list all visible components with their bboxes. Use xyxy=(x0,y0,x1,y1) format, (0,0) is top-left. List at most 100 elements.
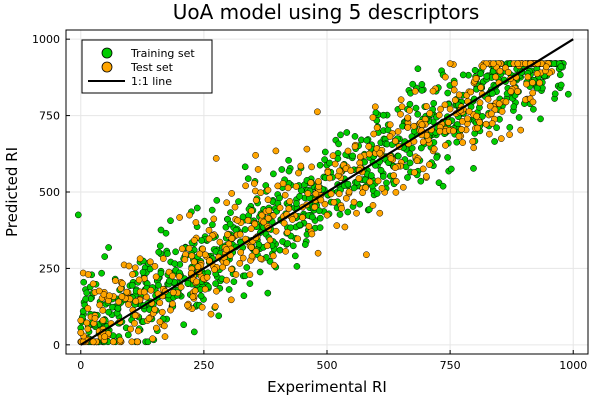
test-point xyxy=(109,338,117,346)
test-point xyxy=(489,60,497,67)
training-point xyxy=(406,159,414,167)
test-point xyxy=(497,135,505,142)
test-point xyxy=(533,70,541,78)
test-point xyxy=(507,88,515,95)
training-point xyxy=(335,140,342,148)
test-point xyxy=(129,271,136,278)
training-point xyxy=(373,190,381,197)
test-point xyxy=(272,147,280,155)
test-point xyxy=(250,180,258,187)
test-point xyxy=(484,95,492,103)
test-point xyxy=(498,108,506,115)
test-point xyxy=(398,103,406,111)
training-point xyxy=(208,206,216,214)
test-point xyxy=(84,305,92,312)
test-point xyxy=(149,335,156,343)
training-point xyxy=(510,103,518,111)
x-axis: 0 250 500 750 1000 xyxy=(77,350,587,372)
test-point xyxy=(397,96,405,104)
training-point xyxy=(256,268,264,276)
training-point xyxy=(285,156,292,164)
test-point xyxy=(324,168,332,176)
test-point xyxy=(426,161,433,168)
training-point xyxy=(453,138,461,146)
test-point xyxy=(190,236,198,244)
test-point xyxy=(297,162,305,170)
test-point xyxy=(327,190,335,198)
test-point xyxy=(392,137,399,145)
test-point xyxy=(442,142,449,149)
test-point xyxy=(248,243,255,251)
test-point xyxy=(326,174,333,182)
training-point xyxy=(285,167,293,175)
test-point xyxy=(450,86,458,94)
test-point xyxy=(101,333,109,340)
test-point xyxy=(436,127,444,135)
test-point xyxy=(199,245,207,253)
test-point xyxy=(161,333,169,340)
test-point xyxy=(135,276,143,284)
training-point xyxy=(444,89,452,97)
test-point xyxy=(237,249,245,256)
test-point xyxy=(308,230,316,238)
test-point xyxy=(289,216,296,223)
training-point xyxy=(243,264,251,271)
test-point xyxy=(451,80,458,87)
test-point xyxy=(84,325,92,333)
training-point xyxy=(164,250,171,257)
training-point xyxy=(190,328,198,336)
test-point xyxy=(203,273,211,281)
test-point xyxy=(374,177,382,185)
training-point xyxy=(167,217,174,225)
test-point xyxy=(406,107,413,114)
test-point xyxy=(201,285,209,293)
test-point xyxy=(247,225,255,233)
test-point xyxy=(112,277,119,285)
test-point xyxy=(285,205,293,213)
test-point xyxy=(274,182,282,190)
test-point xyxy=(429,87,437,95)
training-point xyxy=(349,152,357,160)
test-point xyxy=(442,73,449,81)
test-point xyxy=(131,319,138,327)
training-point xyxy=(414,110,422,118)
training-point xyxy=(556,71,564,79)
test-point xyxy=(205,235,213,243)
training-point xyxy=(284,240,291,247)
test-point xyxy=(280,219,288,227)
test-point xyxy=(260,218,268,226)
training-point xyxy=(383,179,390,187)
legend-label-training: Training set xyxy=(130,47,195,60)
test-point xyxy=(459,139,467,146)
x-tick-label: 250 xyxy=(193,359,214,372)
training-point xyxy=(404,174,411,181)
test-point xyxy=(242,182,249,190)
test-point xyxy=(264,196,272,204)
test-point xyxy=(125,301,132,308)
test-point xyxy=(514,88,521,95)
test-point xyxy=(213,287,220,295)
training-point xyxy=(412,104,420,112)
test-point xyxy=(192,219,200,226)
training-point xyxy=(144,338,152,346)
test-point xyxy=(312,190,320,198)
training-point xyxy=(171,260,179,268)
test-point xyxy=(201,251,209,259)
training-point xyxy=(417,144,425,152)
test-point xyxy=(272,227,280,235)
test-point xyxy=(467,88,475,96)
legend-label-test: Test set xyxy=(130,61,174,74)
legend: Training set Test set 1:1 line xyxy=(81,39,213,94)
test-point xyxy=(175,273,183,280)
training-point xyxy=(287,224,295,232)
training-point xyxy=(417,177,425,185)
reference-line xyxy=(80,38,574,346)
test-point xyxy=(270,261,278,269)
x-axis-label: Experimental RI xyxy=(267,378,387,396)
test-point xyxy=(495,100,503,108)
training-point xyxy=(289,242,297,250)
training-point xyxy=(344,208,352,216)
test-point xyxy=(169,272,176,280)
training-point xyxy=(377,166,385,174)
